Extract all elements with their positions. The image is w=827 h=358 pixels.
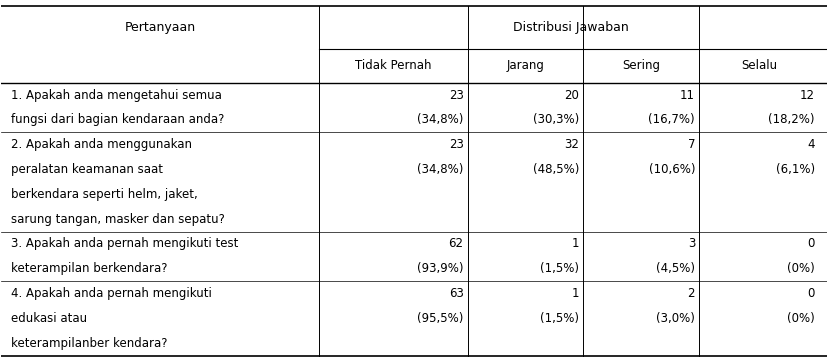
Text: (30,3%): (30,3%) [533, 113, 579, 126]
Text: peralatan keamanan saat: peralatan keamanan saat [11, 163, 162, 176]
Text: 11: 11 [679, 89, 694, 102]
Text: (4,5%): (4,5%) [655, 262, 694, 275]
Text: 4: 4 [806, 138, 814, 151]
Text: 7: 7 [686, 138, 694, 151]
Text: 23: 23 [448, 138, 463, 151]
Text: (0%): (0%) [786, 312, 814, 325]
Text: Tidak Pernah: Tidak Pernah [355, 59, 431, 72]
Text: 4. Apakah anda pernah mengikuti: 4. Apakah anda pernah mengikuti [11, 287, 211, 300]
Text: (1,5%): (1,5%) [540, 262, 579, 275]
Text: (34,8%): (34,8%) [417, 113, 463, 126]
Text: (3,0%): (3,0%) [655, 312, 694, 325]
Text: (10,6%): (10,6%) [648, 163, 694, 176]
Text: (1,5%): (1,5%) [540, 312, 579, 325]
Text: Sering: Sering [622, 59, 659, 72]
Text: Pertanyaan: Pertanyaan [125, 21, 195, 34]
Text: 1. Apakah anda mengetahui semua: 1. Apakah anda mengetahui semua [11, 89, 221, 102]
Text: 20: 20 [564, 89, 579, 102]
Text: 63: 63 [448, 287, 463, 300]
Text: 1: 1 [571, 237, 579, 250]
Text: keterampilanber kendara?: keterampilanber kendara? [11, 337, 167, 350]
Text: (0%): (0%) [786, 262, 814, 275]
Text: 2: 2 [686, 287, 694, 300]
Text: 62: 62 [448, 237, 463, 250]
Text: Selalu: Selalu [740, 59, 777, 72]
Text: 3: 3 [687, 237, 694, 250]
Text: keterampilan berkendara?: keterampilan berkendara? [11, 262, 167, 275]
Text: fungsi dari bagian kendaraan anda?: fungsi dari bagian kendaraan anda? [11, 113, 224, 126]
Text: Distribusi Jawaban: Distribusi Jawaban [513, 21, 629, 34]
Text: (95,5%): (95,5%) [417, 312, 463, 325]
Text: (6,1%): (6,1%) [775, 163, 814, 176]
Text: (34,8%): (34,8%) [417, 163, 463, 176]
Text: (18,2%): (18,2%) [767, 113, 814, 126]
Text: 0: 0 [806, 237, 814, 250]
Text: edukasi atau: edukasi atau [11, 312, 87, 325]
Text: 2. Apakah anda menggunakan: 2. Apakah anda menggunakan [11, 138, 191, 151]
Text: (48,5%): (48,5%) [533, 163, 579, 176]
Text: (93,9%): (93,9%) [417, 262, 463, 275]
Text: 12: 12 [799, 89, 814, 102]
Text: Jarang: Jarang [506, 59, 544, 72]
Text: 32: 32 [564, 138, 579, 151]
Text: 23: 23 [448, 89, 463, 102]
Text: (16,7%): (16,7%) [648, 113, 694, 126]
Text: 3. Apakah anda pernah mengikuti test: 3. Apakah anda pernah mengikuti test [11, 237, 237, 250]
Text: 1: 1 [571, 287, 579, 300]
Text: 0: 0 [806, 287, 814, 300]
Text: berkendara seperti helm, jaket,: berkendara seperti helm, jaket, [11, 188, 197, 201]
Text: sarung tangan, masker dan sepatu?: sarung tangan, masker dan sepatu? [11, 213, 224, 226]
